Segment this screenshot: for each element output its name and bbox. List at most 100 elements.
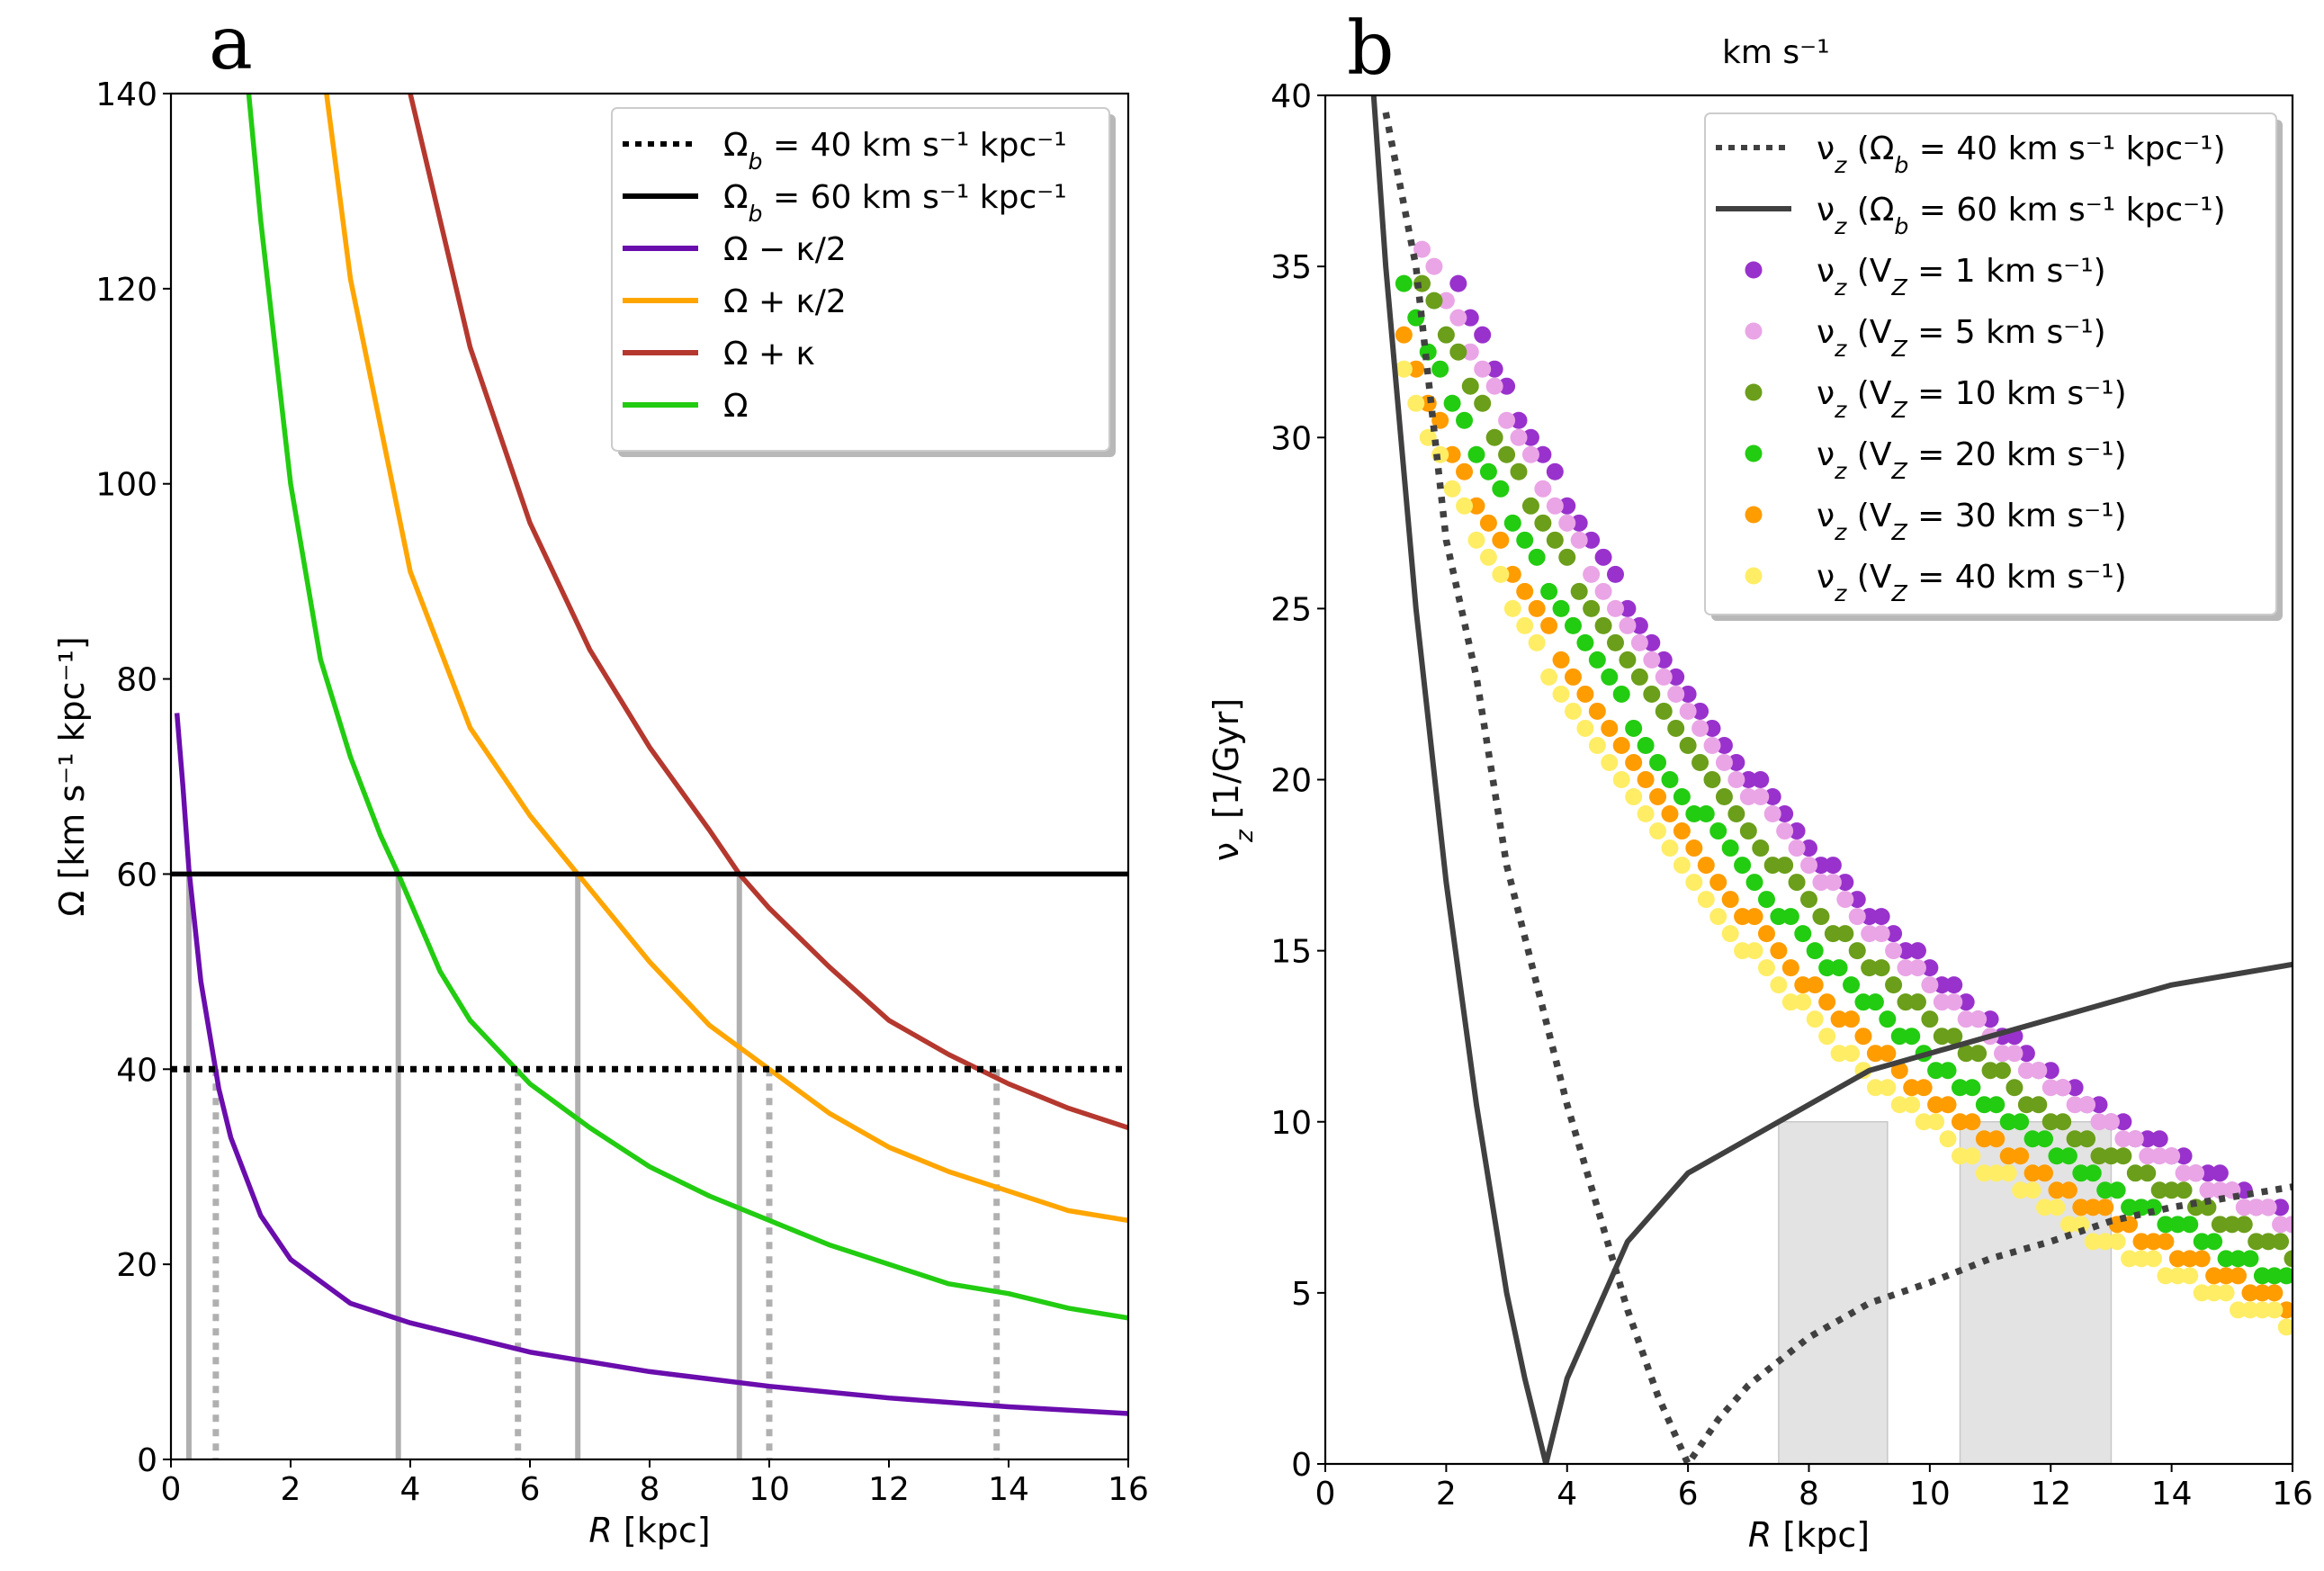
panel-b-scatter-point	[2059, 1216, 2077, 1234]
panel-b-scatter-point	[2272, 1198, 2290, 1216]
panel-b-scatter-point	[1619, 599, 1637, 617]
panel-b-scatter-point	[2168, 1250, 2186, 1268]
panel-b-scatter-point	[1872, 959, 1890, 977]
panel-b-scatter-point	[2072, 1198, 2090, 1216]
panel-b-scatter-point	[1516, 616, 1534, 634]
panel-b-scatter-point	[1655, 651, 1673, 669]
panel-b-scatter-point	[2066, 1130, 2084, 1148]
panel-a-xtick-label: 6	[520, 1471, 541, 1508]
panel-b-shaded-regions	[1778, 1121, 2113, 1465]
panel-b-scatter-point	[1437, 326, 1455, 344]
panel-b-scatter-point	[1619, 616, 1637, 634]
panel-b-scatter-point	[1933, 976, 1951, 994]
panel-b-scatter-point	[1824, 857, 1842, 875]
panel-b-scatter-point	[2277, 1267, 2293, 1285]
panel-b-scatter-point	[1449, 274, 1467, 292]
panel-a-xtick-label: 2	[281, 1471, 301, 1508]
panel-b-legend-entry-marker	[1745, 444, 1763, 462]
panel-b-scatter-point	[2284, 1216, 2293, 1234]
panel-b-scatter-point	[1794, 976, 1812, 994]
panel-b-ytick-label: 5	[1291, 1276, 1312, 1313]
panel-b-scatter-point	[2041, 1113, 2059, 1131]
panel-b-scatter-point	[1981, 1062, 1999, 1080]
panel-b-xtick-label: 2	[1436, 1476, 1457, 1513]
panel-b-scatter-point	[2187, 1164, 2204, 1182]
panel-a-xtick-label: 0	[161, 1471, 182, 1508]
panel-b-scatter-point	[1570, 582, 1588, 600]
panel-b-scatter-point	[1981, 1010, 1999, 1028]
panel-b-scatter-point	[1395, 360, 1413, 378]
panel-a-ytick-label: 80	[116, 662, 157, 699]
panel-b-scatter-point	[2272, 1233, 2290, 1251]
panel-b-scatter-point	[1510, 411, 1528, 429]
panel-b-scatter-point	[1709, 908, 1727, 926]
panel-b-scatter-point	[1594, 582, 1612, 600]
panel-a-legend-entry-label: Ω + κ	[723, 336, 815, 373]
panel-b-scatter-point	[1685, 805, 1703, 823]
panel-b-scatter-point	[1558, 514, 1576, 532]
panel-b-scatter-point	[1745, 908, 1763, 926]
panel-b-scatter-point	[1908, 959, 1926, 977]
panel-b-scatter-point	[2277, 1318, 2293, 1336]
panel-b-scatter-point	[1843, 1010, 1861, 1028]
panel-b-scatter-point	[1739, 771, 1757, 788]
panel-b-xtick-label: 16	[2272, 1476, 2313, 1513]
panel-b-scatter-point	[2108, 1233, 2126, 1251]
panel-b-scatter-point	[2193, 1284, 2211, 1302]
panel-b-scatter-point	[1963, 1113, 1981, 1131]
panel-b-scatter-point	[2157, 1267, 2175, 1285]
panel-b-scatter-point	[1474, 360, 1492, 378]
panel-b-scatter-point	[1963, 1147, 1981, 1165]
panel-b-scatter-point	[1467, 497, 1485, 515]
panel-b-scatter-point	[1461, 377, 1479, 395]
panel-b-scatter-point	[1456, 497, 1474, 515]
panel-b-scatter-point	[1727, 771, 1745, 788]
panel-b-scatter-point	[2121, 1198, 2139, 1216]
panel-b-scatter-point	[2235, 1198, 2253, 1216]
panel-b-scatter-point	[1534, 445, 1552, 463]
panel-b-scatter-point	[1739, 822, 1757, 840]
panel-b-scatter-point	[1951, 1079, 1969, 1097]
panel-b-scatter-point	[1516, 582, 1534, 600]
panel-b-top-annotation: km s⁻¹	[1722, 34, 1830, 71]
panel-b-scatter-point	[2108, 1181, 2126, 1199]
panel-b-scatter-point	[2144, 1250, 2162, 1268]
panel-b-scatter-point	[1824, 925, 1842, 943]
panel-b-scatter-point	[1885, 942, 1903, 960]
panel-b-scatter-point	[2217, 1267, 2235, 1285]
panel-b-scatter-point	[2023, 1181, 2041, 1199]
panel-b-scatter-point	[1757, 925, 1775, 943]
panel-b-scatter-point	[2078, 1130, 2096, 1148]
panel-b-scatter-point	[1994, 1045, 2011, 1063]
panel-b-scatter-point	[2036, 1164, 2054, 1182]
panel-a-series-line	[324, 94, 1128, 1224]
panel-b-scatter-point	[2012, 1113, 2030, 1131]
panel-b-scatter-point	[1607, 599, 1624, 617]
panel-b-scatter-point	[1588, 736, 1606, 754]
panel-b-scatter-point	[2023, 1130, 2041, 1148]
panel-b-xtick-label: 0	[1315, 1476, 1336, 1513]
panel-b-scatter-point	[2199, 1198, 2217, 1216]
panel-b-scatter-point	[2072, 1164, 2090, 1182]
panel-b-scatter-point	[2090, 1096, 2108, 1114]
panel-b-scatter-points	[1395, 240, 2293, 1336]
panel-b-scatter-point	[2054, 1113, 2072, 1131]
panel-b-scatter-point	[1467, 531, 1485, 549]
panel-b-scatter-point	[1921, 1010, 1939, 1028]
panel-b-scatter-point	[2030, 1062, 2048, 1080]
panel-b-scatter-point	[1456, 462, 1474, 480]
panel-b-scatter-point	[1709, 874, 1727, 892]
panel-b-scatter-point	[2157, 1216, 2175, 1234]
panel-b-scatter-point	[1757, 891, 1775, 909]
panel-b-scatter-point	[1667, 685, 1685, 703]
panel-b-scatter-point	[1492, 480, 1510, 498]
panel-b-scatter-point	[1866, 993, 1884, 1011]
panel-b-scatter-point	[1546, 497, 1564, 515]
panel-b-scatter-point	[1540, 582, 1558, 600]
panel-b-scatter-point	[1479, 514, 1497, 532]
panel-b-scatter-point	[1685, 839, 1703, 857]
panel-b-scatter-point	[2078, 1096, 2096, 1114]
panel-b-scatter-point	[2114, 1113, 2132, 1131]
panel-b-scatter-point	[1848, 942, 1866, 960]
panel-b-scatter-point	[1588, 702, 1606, 720]
